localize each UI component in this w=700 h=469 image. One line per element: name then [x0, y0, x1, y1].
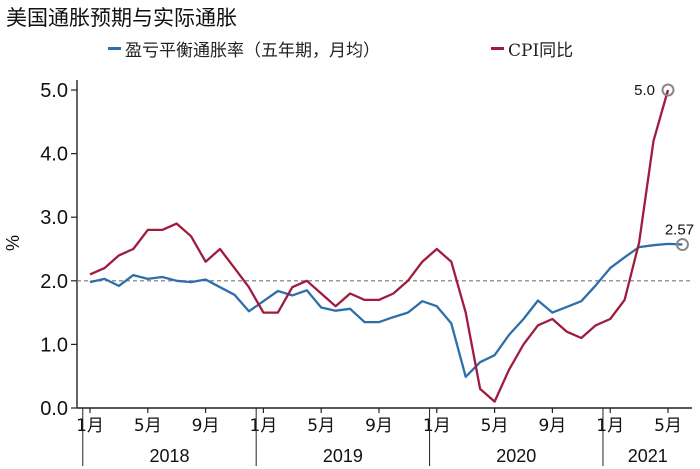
x-tick-label: 5月 — [481, 416, 509, 436]
year-label: 2019 — [323, 446, 363, 466]
y-tick-label: 5.0 — [40, 80, 68, 102]
series-line-breakeven — [89, 242, 683, 378]
x-tick-label: 9月 — [538, 416, 566, 436]
year-label: 2021 — [628, 446, 668, 466]
legend-label-breakeven: 盈亏平衡通胀率（五年期，月均） — [125, 41, 380, 61]
annotations: 2.57 5.0 — [634, 82, 694, 252]
axes: 0.0 1.0 2.0 3.0 4.0 5.0% 1月 5月 9月 1月 5月 9月 1月 5月 9月 1月 5… — [3, 80, 692, 466]
x-tick-label: 9月 — [365, 416, 393, 436]
legend: 盈亏平衡通胀率（五年期，月均） CPI同比 — [0, 36, 700, 66]
y-axis-label: % — [3, 235, 23, 251]
y-tick-label: 1.0 — [40, 334, 68, 356]
y-tick-label: 0.0 — [40, 398, 68, 420]
data-label-cpi: 5.0 — [634, 82, 655, 99]
x-tick-label: 1月 — [423, 416, 451, 436]
legend-item-cpi: CPI同比 — [491, 36, 573, 61]
y-tick-label: 2.0 — [40, 271, 68, 293]
endpoint-marker-cpi — [661, 83, 675, 97]
legend-swatch-cpi — [491, 47, 504, 50]
data-label-breakeven: 2.57 — [665, 222, 694, 239]
x-tick-label: 9月 — [192, 416, 220, 436]
series-line-cpi — [89, 89, 670, 403]
legend-item-breakeven: 盈亏平衡通胀率（五年期，月均） — [108, 36, 380, 61]
y-tick-label: 3.0 — [40, 207, 68, 229]
x-tick-label: 5月 — [134, 416, 162, 436]
y-tick-label: 4.0 — [40, 144, 68, 166]
endpoint-marker-breakeven — [675, 238, 689, 252]
chart-title: 美国通胀预期与实际通胀 — [6, 6, 237, 30]
x-tick-label: 5月 — [654, 416, 682, 436]
x-tick-label: 5月 — [307, 416, 335, 436]
year-label: 2018 — [149, 446, 189, 466]
x-tick-label: 1月 — [596, 416, 624, 436]
legend-label-cpi: CPI同比 — [508, 41, 574, 61]
legend-swatch-breakeven — [108, 47, 121, 50]
x-tick-label: 1月 — [76, 416, 104, 436]
series-group — [89, 89, 683, 403]
year-label: 2020 — [496, 446, 536, 466]
x-tick-label: 1月 — [249, 416, 277, 436]
